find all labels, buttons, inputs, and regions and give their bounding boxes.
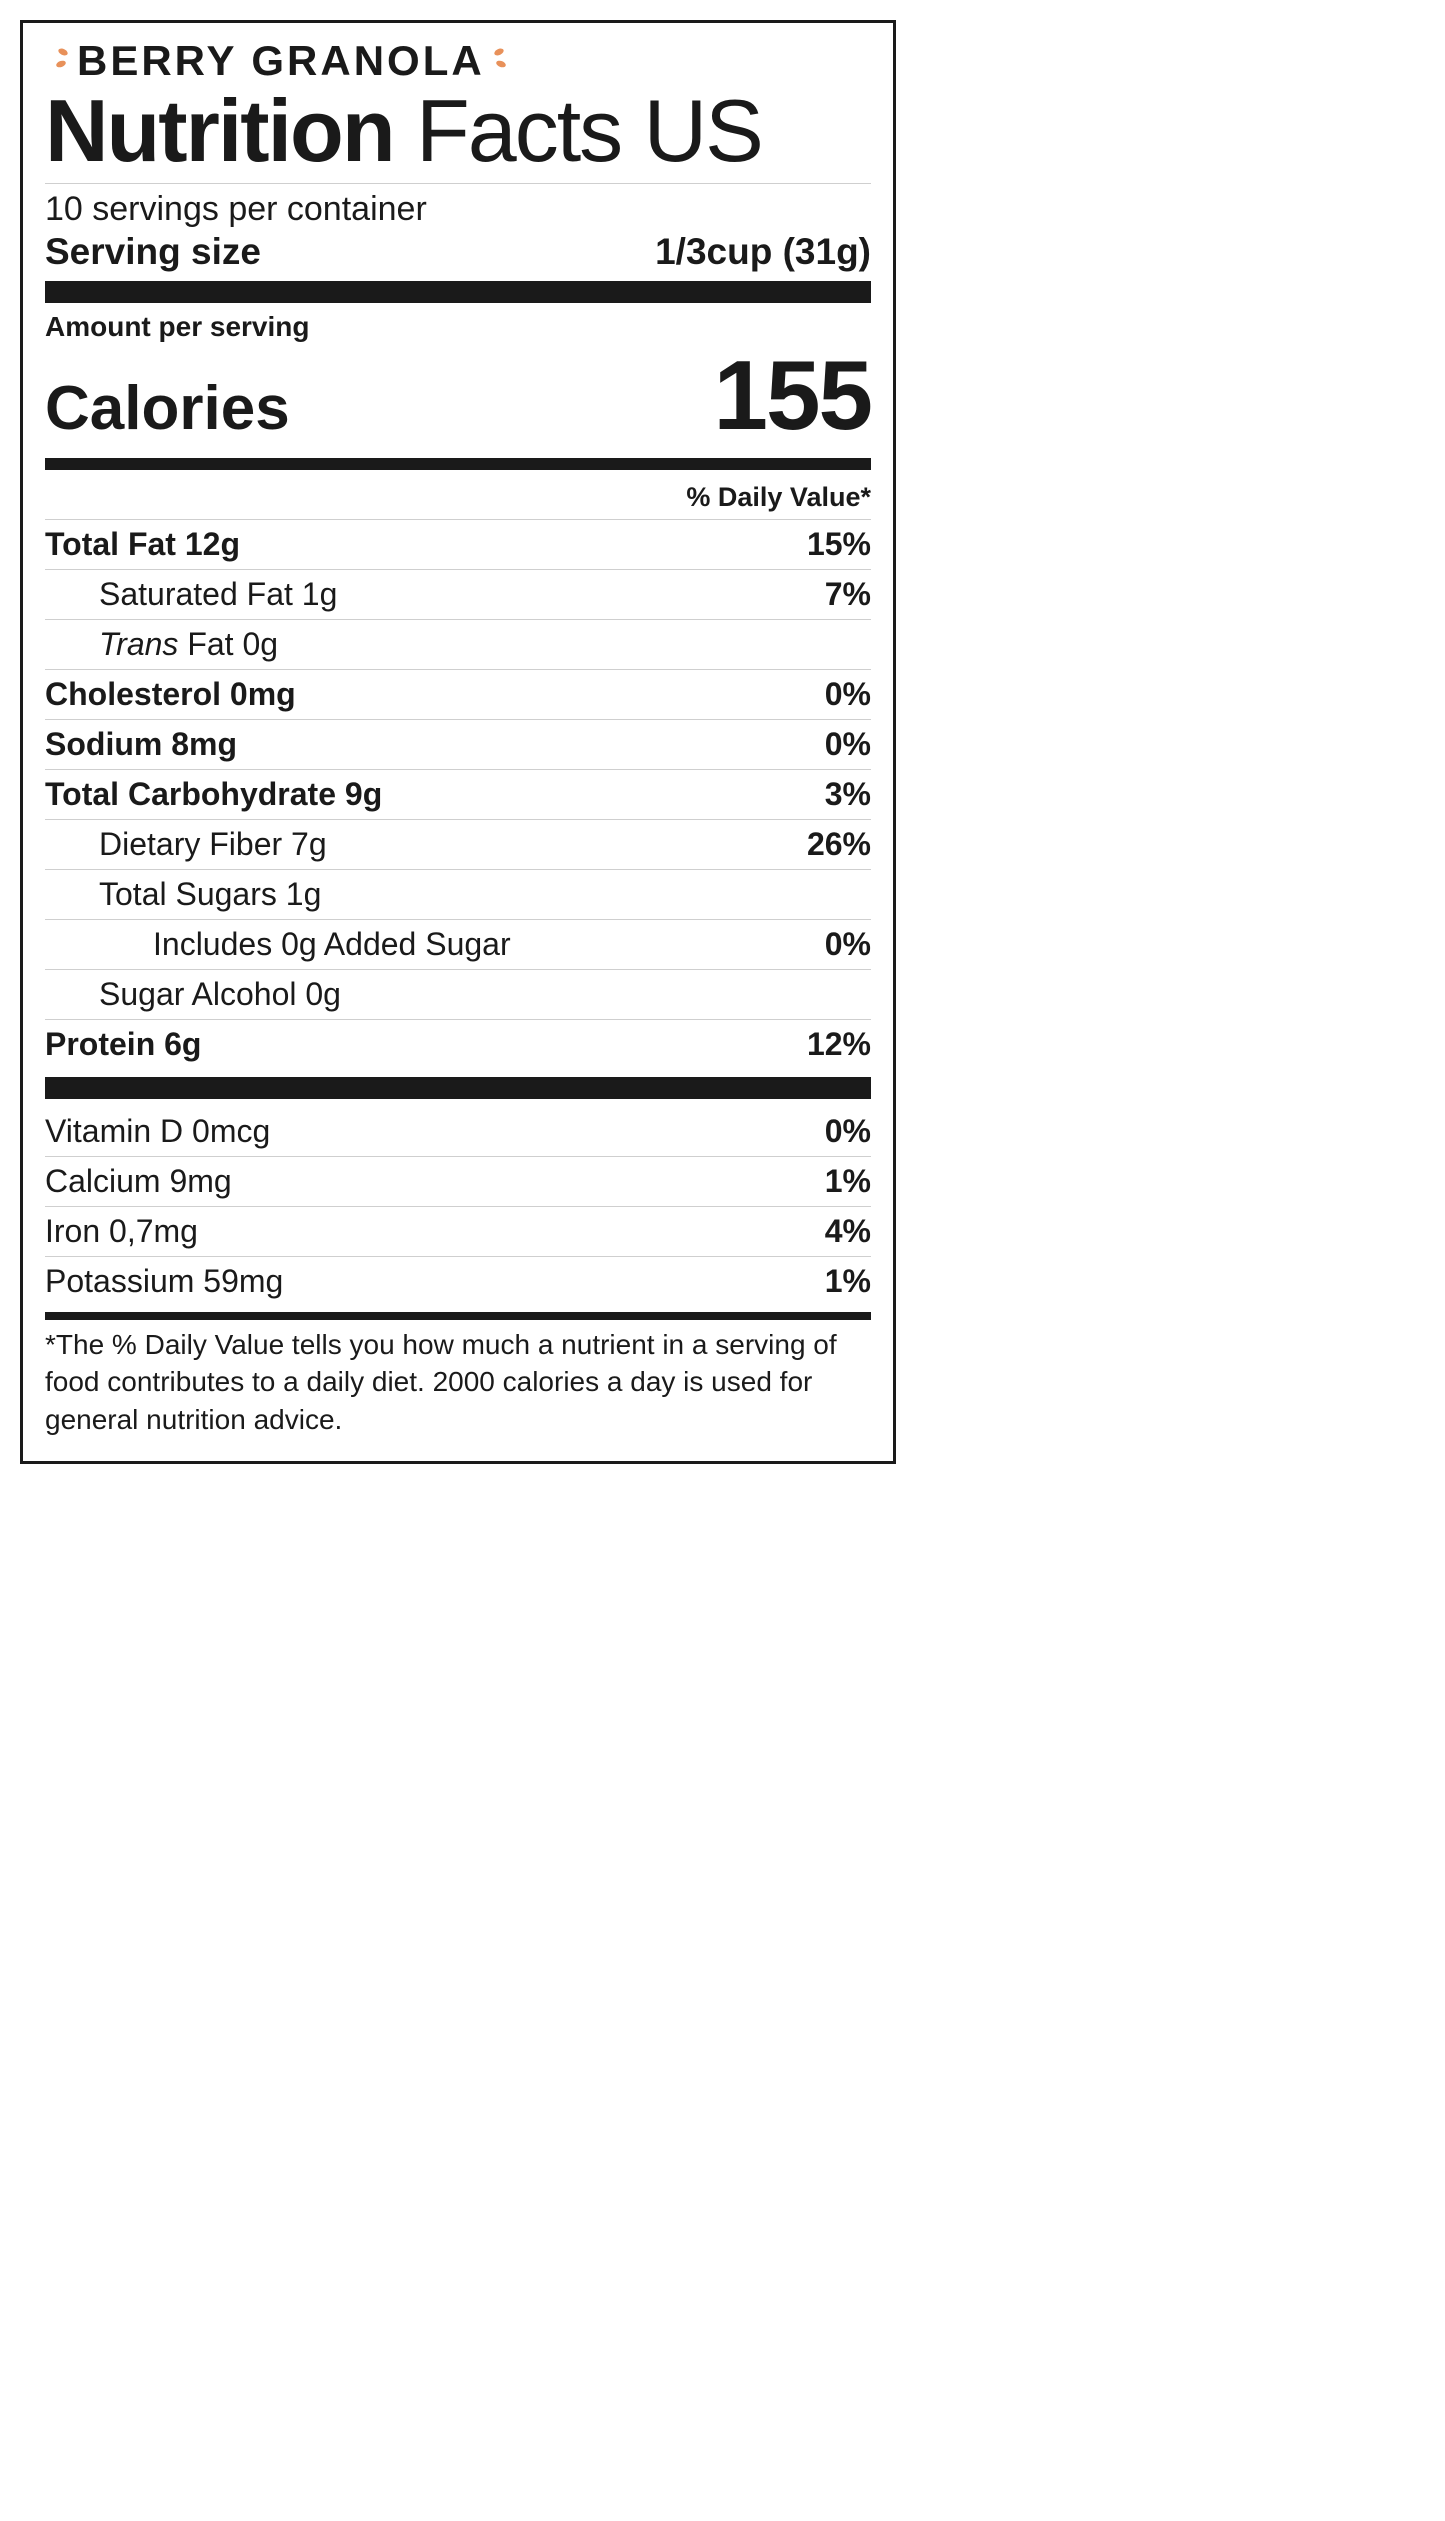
nutrient-row-sodium: Sodium 8mg 0% [45,719,871,769]
nutrient-dv: 0% [825,726,871,763]
nutrient-row-fiber: Dietary Fiber 7g 26% [45,819,871,869]
nutrient-dv: 0% [805,919,871,963]
calories-label: Calories [45,373,290,444]
serving-size-row: Serving size 1/3cup (31g) [45,231,871,273]
accent-icon-right [493,44,517,79]
nutrient-dv: 0% [825,676,871,713]
nutrient-name: Dietary Fiber 7g [45,826,327,863]
title-bold: Nutrition [45,81,394,180]
nutrient-row-cholesterol: Cholesterol 0mg 0% [45,669,871,719]
vitamin-dv: 1% [825,1163,871,1200]
vitamin-name: Potassium 59mg [45,1263,283,1300]
nutrient-dv: 3% [825,776,871,813]
vitamin-name: Vitamin D 0mcg [45,1113,270,1150]
nutrition-label: BERRY GRANOLA Nutrition Facts US 10 serv… [20,20,896,1464]
med-bar [45,458,871,470]
nutrient-name: Sugar Alcohol 0g [45,976,341,1013]
vitamin-row-calcium: Calcium 9mg 1% [45,1156,871,1206]
nutrient-name: Total Sugars 1g [45,876,321,913]
vitamin-name: Calcium 9mg [45,1163,232,1200]
nutrient-row-total-sugars: Total Sugars 1g [45,869,871,919]
calories-value: 155 [713,339,871,452]
serving-size-value: 1/3cup (31g) [655,231,871,273]
nutrient-name: Total Fat 12g [45,526,240,563]
nutrient-dv: 7% [825,576,871,613]
nutrient-row-trans-fat: Trans Fat 0g [45,619,871,669]
main-title: Nutrition Facts US [45,89,871,173]
nutrient-name: Trans Fat 0g [45,626,278,663]
footnote: *The % Daily Value tells you how much a … [45,1326,871,1439]
vitamin-name: Iron 0,7mg [45,1213,198,1250]
thick-bar [45,281,871,303]
nutrient-row-sat-fat: Saturated Fat 1g 7% [45,569,871,619]
nutrient-name: Total Carbohydrate 9g [45,776,382,813]
title-rest: Facts US [394,81,762,180]
vitamin-dv: 4% [825,1213,871,1250]
product-title-row: BERRY GRANOLA [45,37,871,85]
thin-bar [45,1312,871,1320]
trans-rest: Fat 0g [178,626,278,662]
nutrient-name: Includes 0g Added Sugar [45,919,805,963]
serving-size-label: Serving size [45,231,261,273]
nutrient-name: Sodium 8mg [45,726,237,763]
trans-italic: Trans [99,626,178,662]
nutrient-dv: 26% [807,826,871,863]
accent-icon-left [45,44,69,79]
daily-value-header: % Daily Value* [45,474,871,519]
vitamin-row-vitamin-d: Vitamin D 0mcg 0% [45,1107,871,1156]
product-name: BERRY GRANOLA [77,37,485,85]
nutrient-row-total-carb: Total Carbohydrate 9g 3% [45,769,871,819]
vitamin-row-iron: Iron 0,7mg 4% [45,1206,871,1256]
nutrient-row-total-fat: Total Fat 12g 15% [45,519,871,569]
servings-per-container: 10 servings per container [45,190,871,229]
nutrient-dv: 15% [807,526,871,563]
thick-bar [45,1077,871,1099]
nutrient-row-sugar-alcohol: Sugar Alcohol 0g [45,969,871,1019]
nutrient-dv: 12% [807,1026,871,1063]
nutrient-row-protein: Protein 6g 12% [45,1019,871,1069]
nutrient-name: Protein 6g [45,1026,201,1063]
divider [45,183,871,184]
vitamin-dv: 1% [825,1263,871,1300]
nutrient-name: Saturated Fat 1g [45,576,337,613]
vitamin-dv: 0% [825,1113,871,1150]
vitamin-row-potassium: Potassium 59mg 1% [45,1256,871,1306]
nutrient-name: Cholesterol 0mg [45,676,296,713]
calories-row: Calories 155 [45,339,871,452]
nutrient-row-added-sugar: Includes 0g Added Sugar 0% [45,919,871,969]
